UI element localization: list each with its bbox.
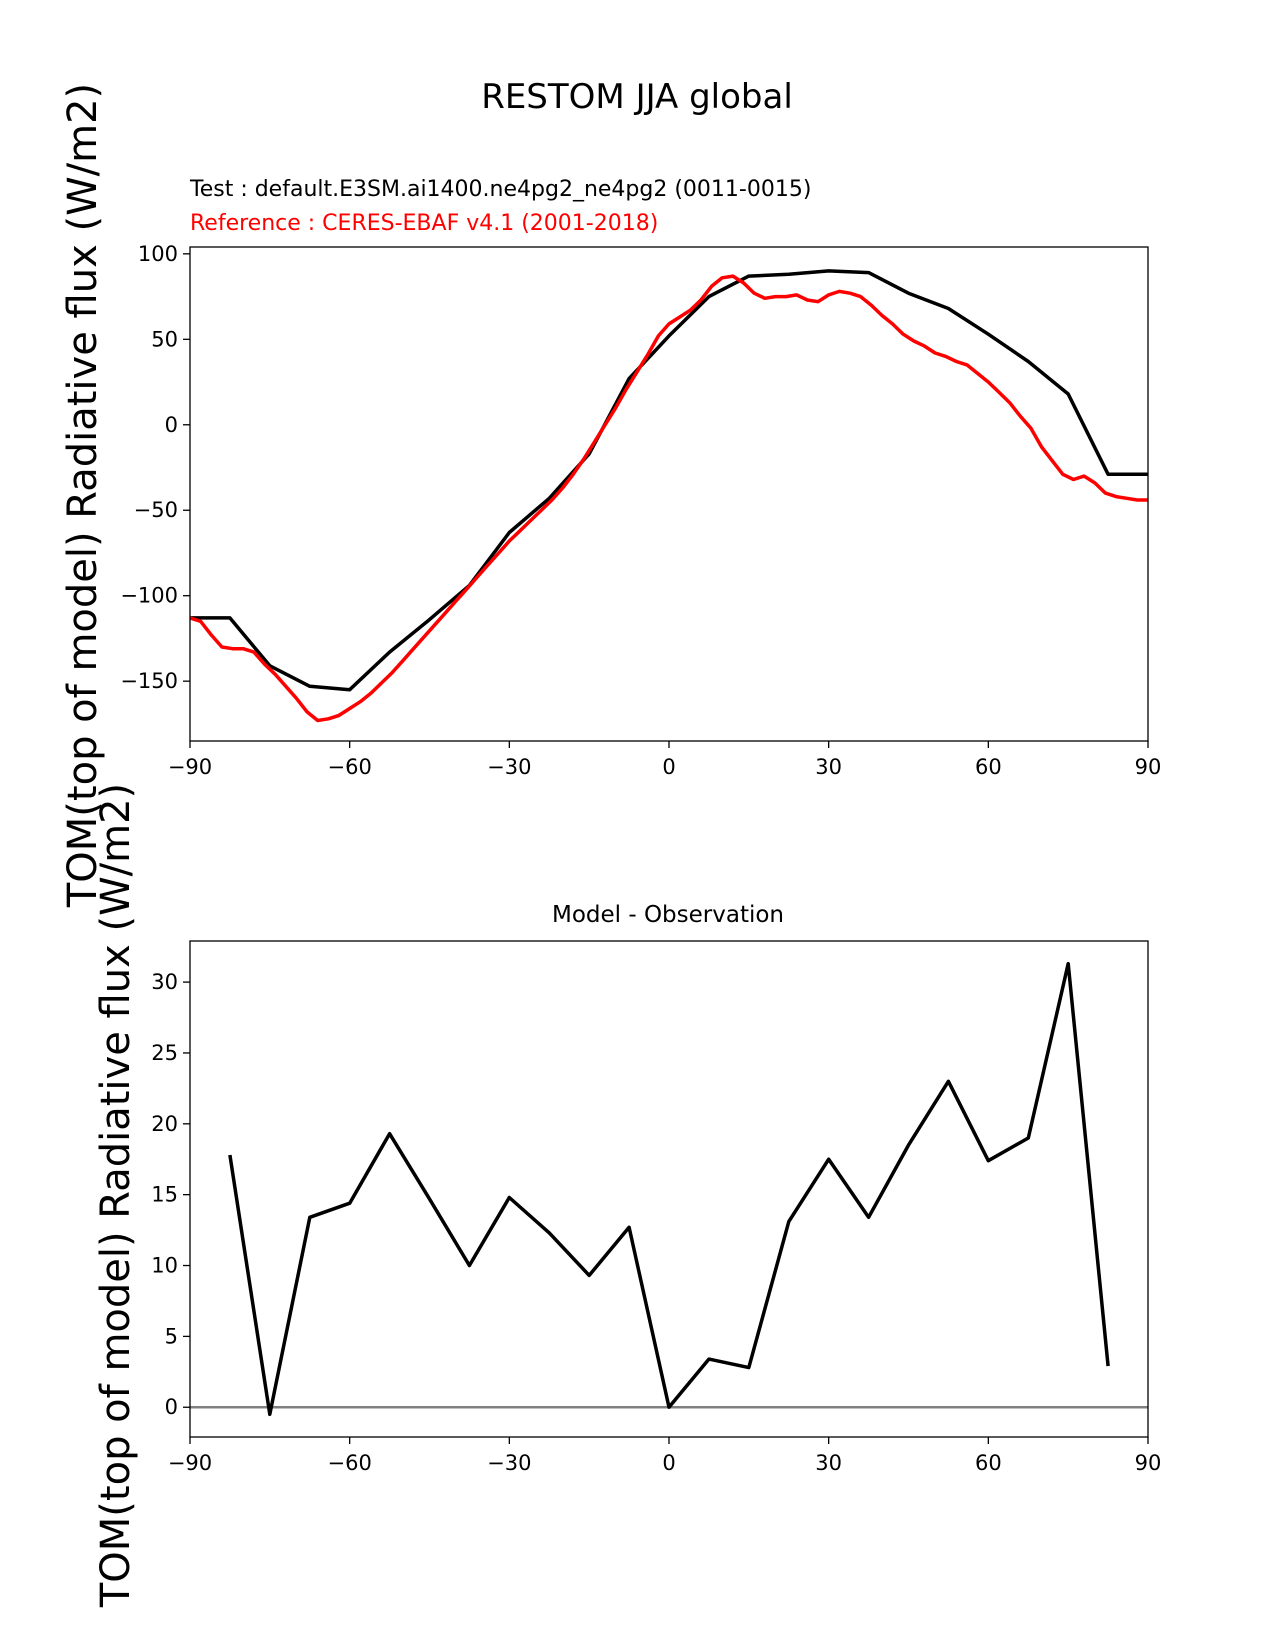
x-tick-label: −90 [168, 755, 212, 779]
y-tick-label: 0 [165, 1395, 178, 1419]
y-tick-label: 50 [151, 327, 178, 351]
y-tick-label: 15 [151, 1183, 178, 1207]
top-y-axis-label: TOM(top of model) Radiative flux (W/m2) [60, 83, 106, 908]
top-panel-plot: −90 −60 −30 0 30 60 90 −150 −100 −50 0 50 100 [120, 242, 1161, 779]
y-tick-label: 5 [165, 1324, 178, 1348]
plot-frame [189, 940, 1149, 1438]
bottom-panel-plot: −90 −60 −30 0 30 60 90 0 5 10 15 20 25 30 [151, 940, 1162, 1475]
y-tick-label: −150 [120, 669, 178, 693]
y-tick-label: −50 [134, 498, 178, 522]
y-tick-label: 25 [151, 1041, 178, 1065]
x-tick-label: 30 [815, 1451, 842, 1475]
plot-frame [189, 246, 1149, 742]
series-line-diff [228, 961, 1110, 1417]
x-tick-label: −30 [487, 755, 531, 779]
x-tick-label: −60 [328, 755, 372, 779]
test-label: Test : default.E3SM.ai1400.ne4pg2_ne4pg2… [189, 177, 811, 202]
y-tick-label: 20 [151, 1112, 178, 1136]
x-tick-label: −60 [328, 1451, 372, 1475]
x-tick-label: 60 [975, 755, 1002, 779]
x-tick-label: 0 [662, 1451, 675, 1475]
x-tick-label: 90 [1135, 755, 1162, 779]
x-tick-label: 90 [1135, 1451, 1162, 1475]
figure-title: RESTOM JJA global [481, 77, 793, 117]
reference-label: Reference : CERES-EBAF v4.1 (2001-2018) [190, 211, 658, 236]
x-tick-label: 60 [975, 1451, 1002, 1475]
bottom-y-axis-label: TOM(top of model) Radiative flux (W/m2) [93, 783, 139, 1608]
y-tick-label: 100 [138, 242, 178, 266]
series-line-test [190, 269, 1148, 692]
bottom-panel-title: Model - Observation [552, 902, 784, 928]
y-tick-label: 0 [165, 413, 178, 437]
x-tick-label: 0 [662, 755, 675, 779]
x-tick-label: 30 [815, 755, 842, 779]
x-tick-label: −90 [168, 1451, 212, 1475]
x-tick-label: −30 [487, 1451, 531, 1475]
y-tick-label: 10 [151, 1254, 178, 1278]
series-line-reference [189, 274, 1148, 723]
y-tick-label: 30 [151, 970, 178, 994]
y-tick-label: −100 [120, 584, 178, 608]
